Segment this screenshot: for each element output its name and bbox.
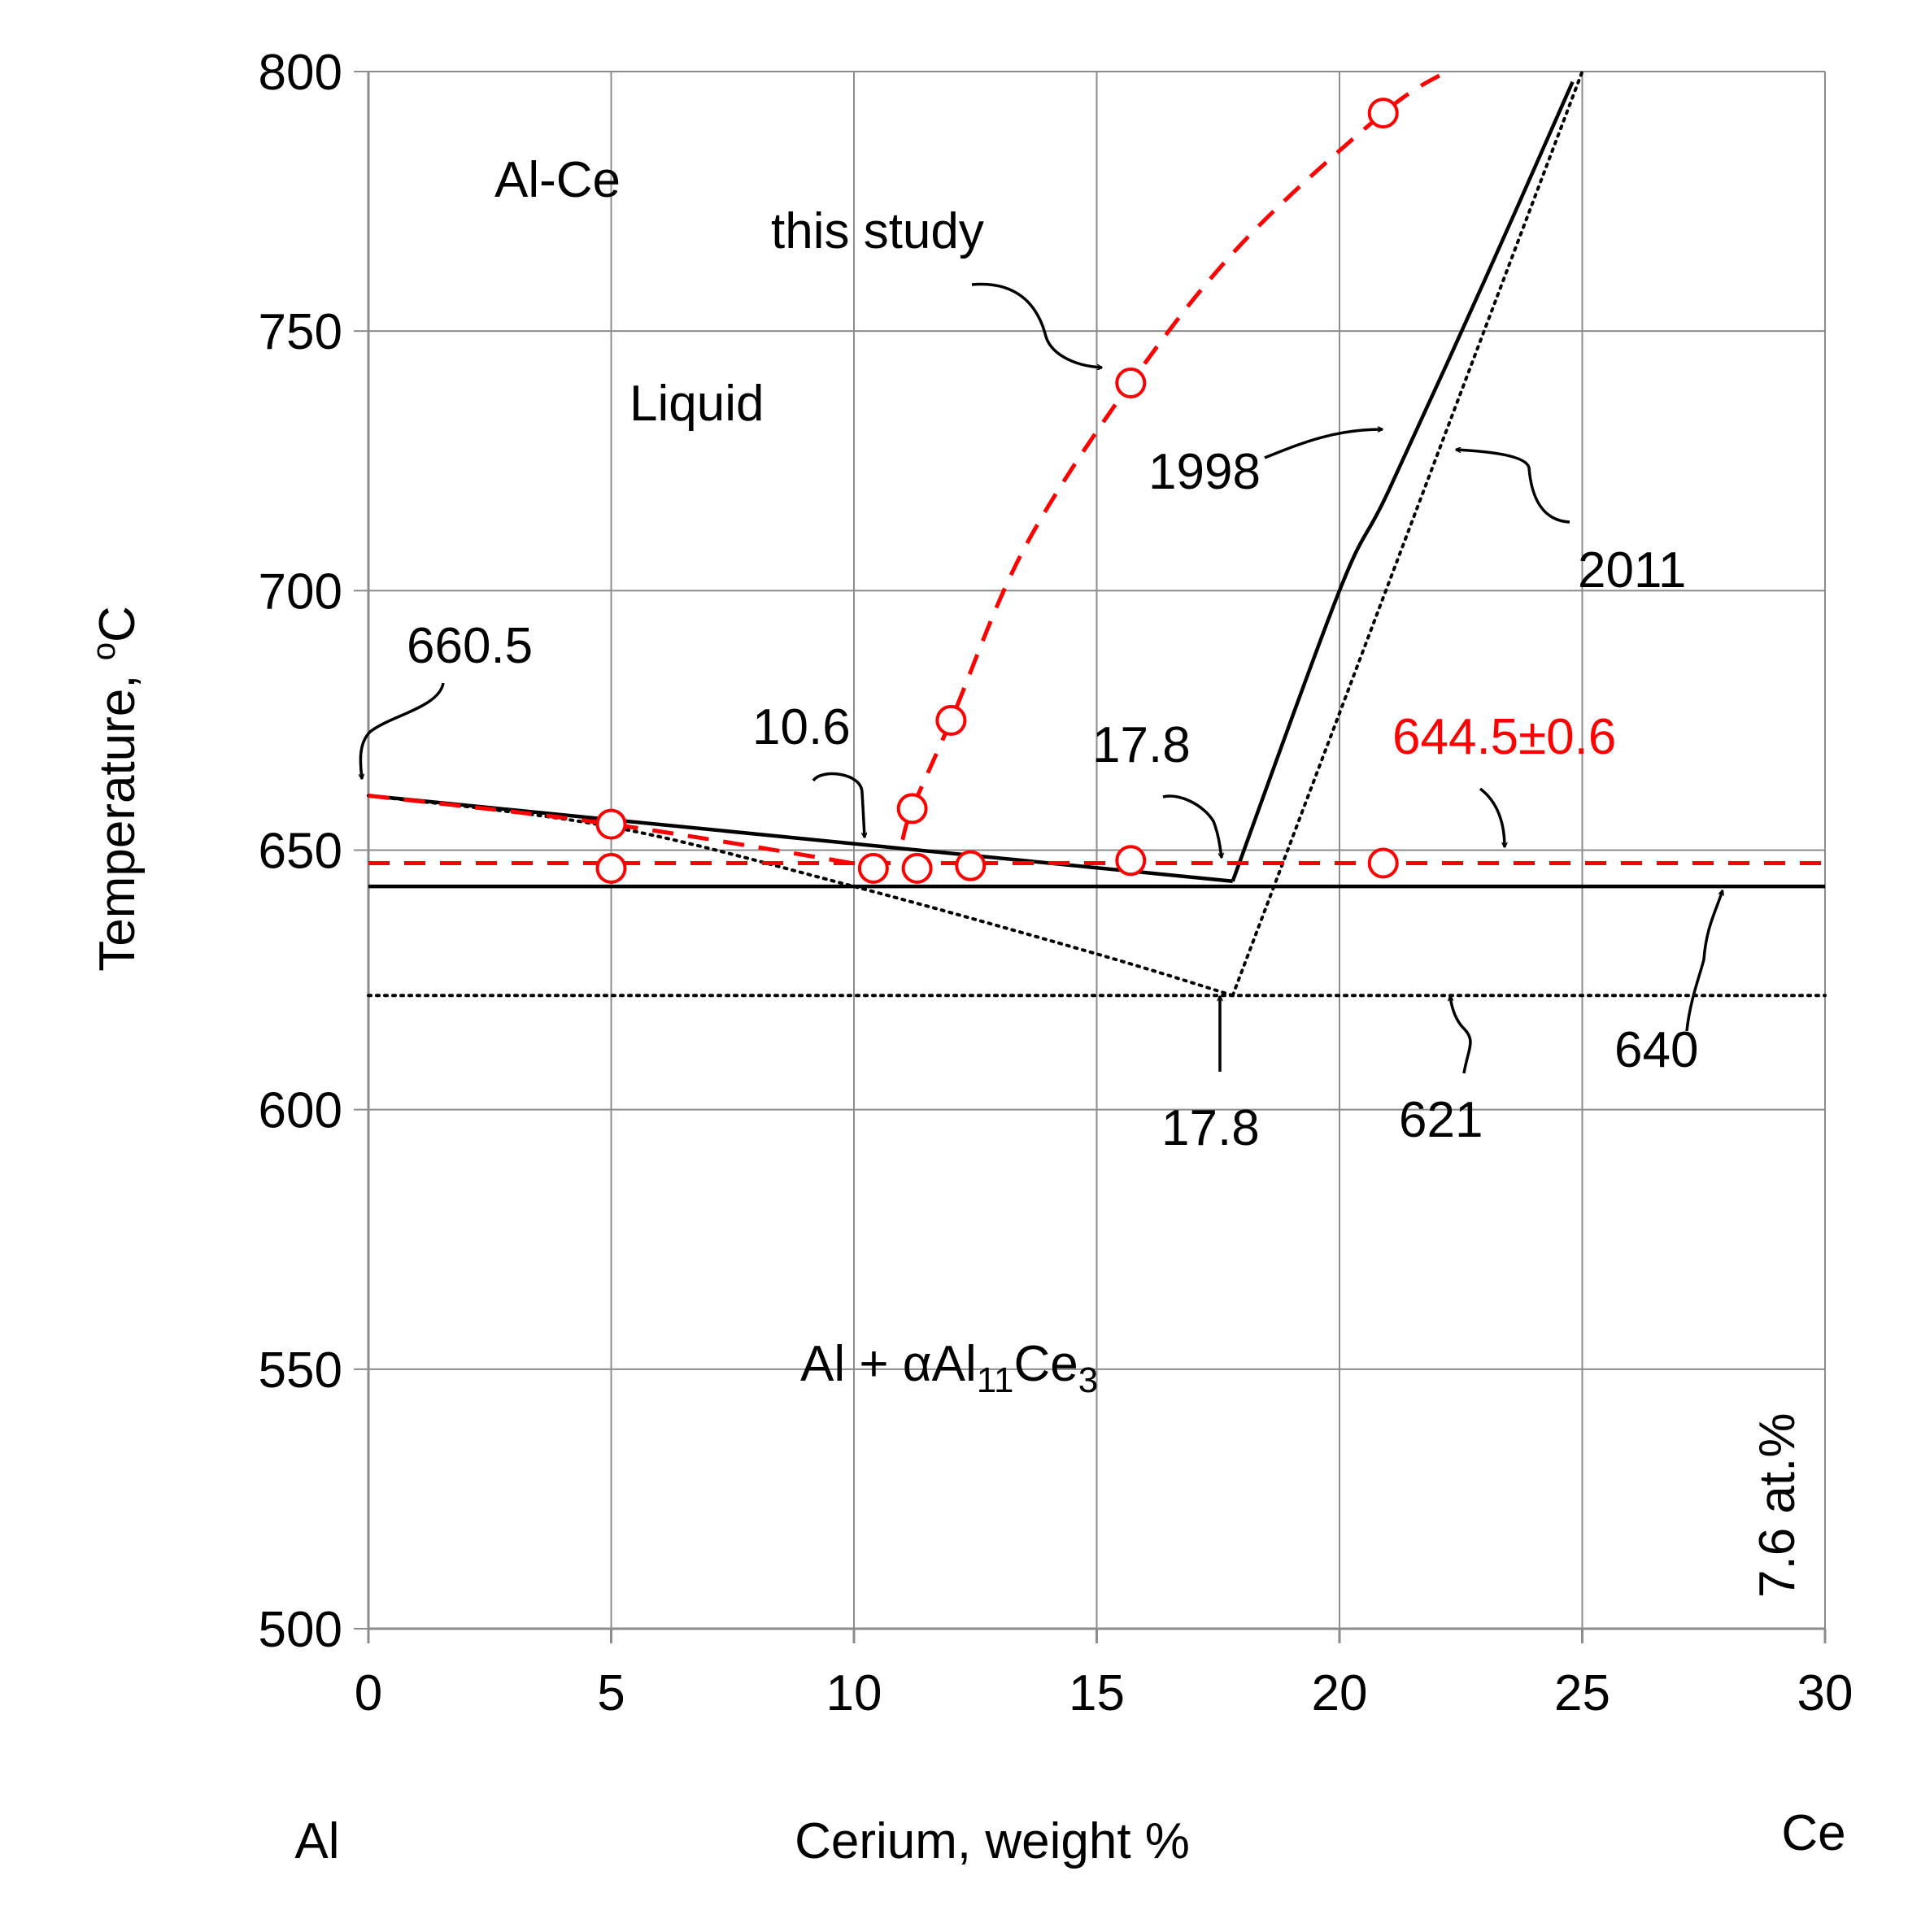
label-7-6-at-pct: 7.6 at.% xyxy=(1749,1413,1806,1598)
data-point xyxy=(1115,368,1147,398)
y-tick-label: 550 xyxy=(259,1342,342,1399)
label-621: 621 xyxy=(1399,1092,1483,1148)
x-end-right-label: Ce xyxy=(1781,1805,1845,1861)
y-tick-labels: 500 550 600 650 700 750 800 xyxy=(259,45,342,1658)
x-tick-label: 20 xyxy=(1312,1665,1368,1721)
grid-lines xyxy=(354,71,1826,1630)
label-660-5: 660.5 xyxy=(407,618,533,674)
y-tick-label: 500 xyxy=(259,1602,342,1658)
data-points xyxy=(595,98,1399,884)
label-phase-region: Al + αAl11Ce3 xyxy=(800,1336,1098,1400)
arrow-640 xyxy=(1685,890,1723,1032)
x-end-left-label: Al xyxy=(294,1813,339,1869)
x-tick-label: 15 xyxy=(1069,1665,1125,1721)
y-tick-label: 650 xyxy=(259,824,342,880)
label-644-5: 644.5±0.6 xyxy=(1392,709,1616,765)
label-10-6: 10.6 xyxy=(752,699,851,755)
y-tick-label: 750 xyxy=(259,304,342,360)
x-tick-label: 10 xyxy=(826,1665,882,1721)
data-point xyxy=(595,852,627,884)
data-point xyxy=(1115,845,1147,877)
arrow-6605 xyxy=(360,682,445,779)
y-tick-label: 600 xyxy=(259,1083,342,1139)
arrow-178-top xyxy=(1162,794,1222,858)
label-1998: 1998 xyxy=(1148,444,1261,500)
series-line xyxy=(900,69,1448,841)
arrow-this-study xyxy=(971,282,1102,368)
arrow-621 xyxy=(1450,996,1472,1074)
arrow-1998 xyxy=(1264,429,1383,459)
arrow-6445 xyxy=(1479,787,1505,847)
series-line xyxy=(1231,80,1575,882)
series-line xyxy=(368,794,1233,884)
data-point xyxy=(1367,98,1399,129)
label-liquid: Liquid xyxy=(629,376,764,432)
x-tick-label: 5 xyxy=(597,1665,625,1721)
series-line xyxy=(1231,70,1584,998)
x-tick-label: 25 xyxy=(1554,1665,1610,1721)
data-point xyxy=(955,850,987,881)
label-640: 640 xyxy=(1614,1022,1698,1078)
data-point xyxy=(935,704,967,736)
annotation-arrows xyxy=(360,282,1723,1074)
data-point xyxy=(1367,847,1399,879)
data-point xyxy=(595,808,627,840)
y-axis-label: Temperature, oC xyxy=(86,606,146,972)
axes xyxy=(367,72,1827,1643)
chart-title: Al-Ce xyxy=(494,152,621,208)
label-17-8-bottom: 17.8 xyxy=(1161,1100,1260,1156)
arrow-106 xyxy=(812,772,865,838)
label-2011: 2011 xyxy=(1578,542,1686,598)
data-point xyxy=(901,852,933,884)
x-tick-label: 0 xyxy=(355,1665,382,1721)
y-tick-label: 800 xyxy=(259,45,342,101)
x-tick-labels: 0 5 10 15 20 25 30 xyxy=(355,1665,1853,1721)
data-point xyxy=(857,852,889,884)
label-17-8-top: 17.8 xyxy=(1092,717,1191,773)
data-point xyxy=(896,793,928,825)
series-lines xyxy=(367,69,1827,998)
x-tick-label: 30 xyxy=(1797,1665,1853,1721)
label-this-study: this study xyxy=(771,203,984,259)
series-line xyxy=(367,794,1235,998)
x-axis-label: Cerium, weight % xyxy=(795,1813,1190,1869)
series-line xyxy=(368,793,884,871)
y-tick-label: 700 xyxy=(259,564,342,620)
label-backgrounds xyxy=(764,520,1814,1618)
arrow-2011 xyxy=(1456,450,1570,524)
